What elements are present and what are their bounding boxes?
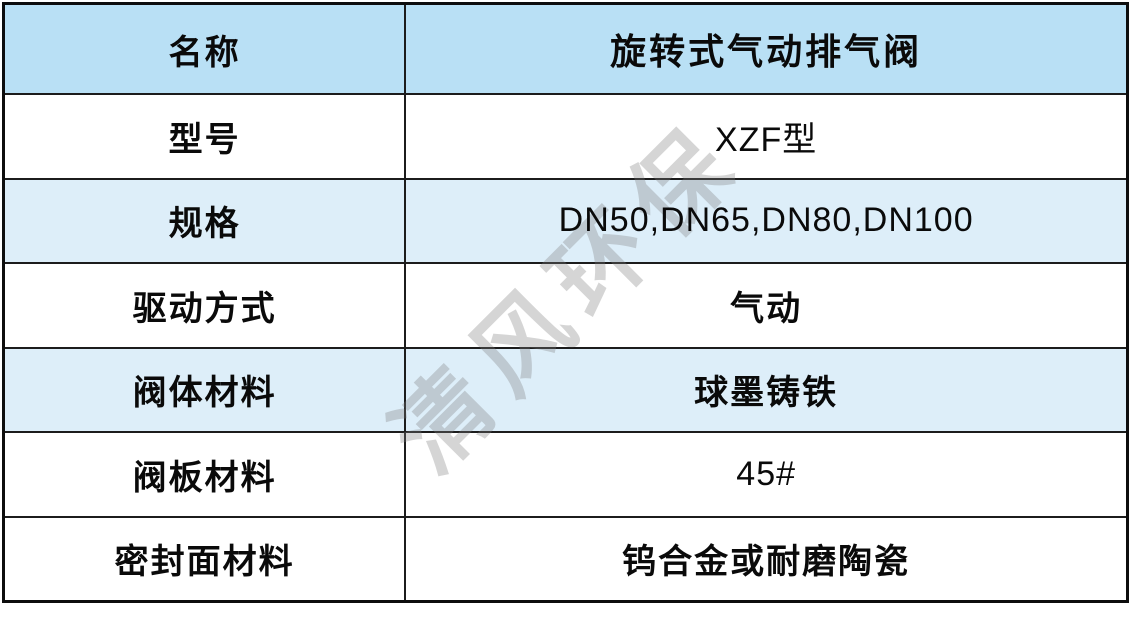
spec-value: 45# [406,433,1126,515]
spec-value-text: 旋转式气动排气阀 [610,31,923,73]
spec-value-text: 钨合金或耐磨陶瓷 [622,543,911,582]
table-row: 阀体材料 球墨铸铁 [5,348,1126,434]
spec-label-text: 规格 [168,205,241,244]
spec-label: 密封面材料 [5,517,407,600]
spec-label: 型号 [5,95,407,178]
spec-label: 阀体材料 [5,348,407,432]
spec-label-text: 阀体材料 [132,374,277,413]
spec-value: DN50,DN65,DN80,DN100 [406,180,1126,262]
spec-value: 钨合金或耐磨陶瓷 [406,518,1126,600]
spec-value-text: 球墨铸铁 [694,374,839,413]
table-row: 型号 XZF型 [5,95,1126,180]
spec-label: 阀板材料 [5,433,407,516]
table-row: 阀板材料 45# [5,433,1126,518]
spec-label: 驱动方式 [5,264,407,347]
table-row: 名称 旋转式气动排气阀 [5,5,1126,96]
spec-label-text: 密封面材料 [114,543,295,582]
spec-value-text: 45# [736,454,797,493]
table-row: 驱动方式 气动 [5,264,1126,349]
spec-label: 名称 [5,5,407,94]
spec-value: XZF型 [406,95,1126,177]
table-row: 规格 DN50,DN65,DN80,DN100 [5,179,1126,265]
spec-value-text: XZF型 [715,120,818,159]
spec-label-text: 名称 [168,33,241,72]
spec-value: 旋转式气动排气阀 [406,5,1126,93]
spec-value-text: DN50,DN65,DN80,DN100 [558,201,974,240]
spec-value: 球墨铸铁 [406,349,1126,431]
spec-label-text: 阀板材料 [132,458,277,497]
spec-value-text: 气动 [730,289,803,328]
table-row: 密封面材料 钨合金或耐磨陶瓷 [5,517,1126,600]
product-spec-table: 名称 旋转式气动排气阀型号 XZF型规格 DN50,DN65,DN80,DN100 驱动… [2,2,1129,603]
spec-value: 气动 [406,264,1126,346]
spec-label-text: 驱动方式 [132,289,277,328]
spec-label-text: 型号 [168,120,241,159]
spec-label: 规格 [5,179,407,263]
